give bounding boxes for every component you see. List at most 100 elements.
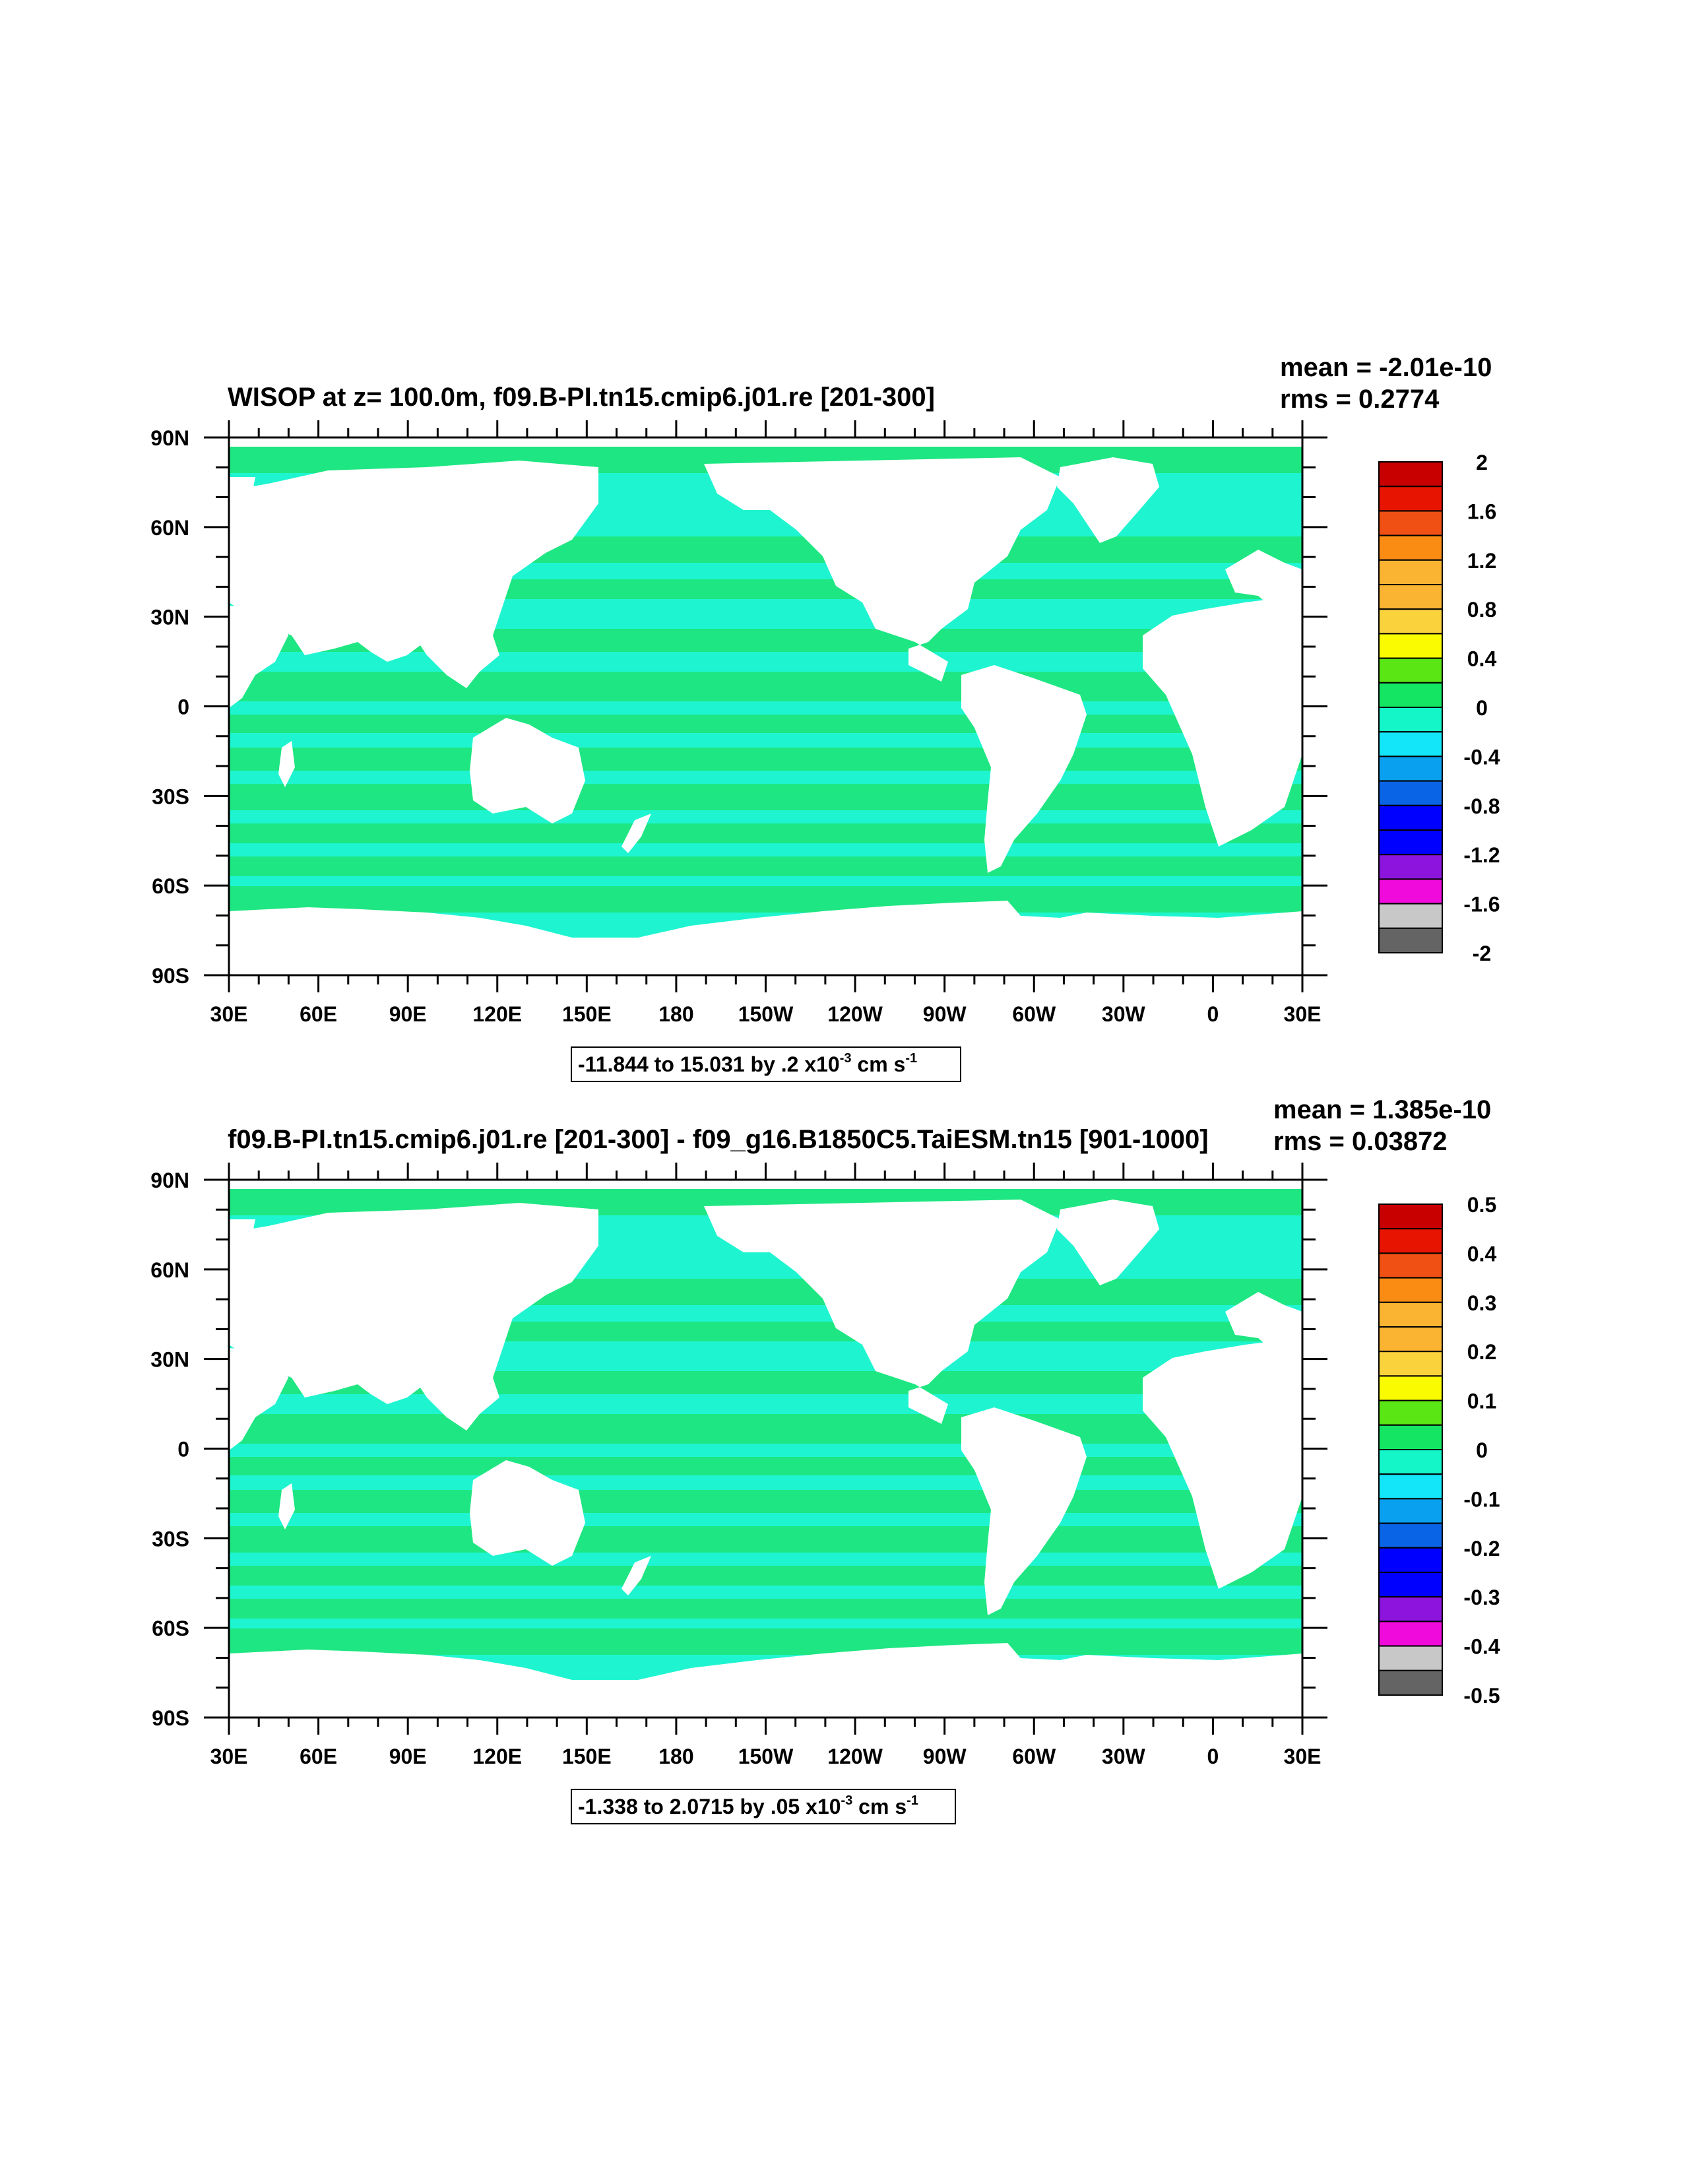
panel-1-lat-label: 90N (150, 426, 189, 450)
panel-2-mean: mean = 1.385e-10 (1273, 1095, 1491, 1124)
panel-1-lon-label: 120W (827, 1002, 883, 1026)
colorbar-box (1378, 903, 1443, 929)
colorbar-box (1378, 461, 1443, 488)
panel-2: f09.B-PI.tn15.cmip6.j01.re [201-300] - f… (150, 1095, 1500, 1824)
colorbar-box (1378, 1301, 1443, 1328)
panel-2-title: f09.B-PI.tn15.cmip6.j01.re [201-300] - f… (228, 1125, 1209, 1154)
panel-1-lon-label: 150W (738, 1002, 794, 1026)
colorbar-box (1378, 1621, 1443, 1647)
colorbar-box (1378, 559, 1443, 585)
panel-2-rms: rms = 0.03872 (1273, 1127, 1448, 1156)
panel-1-lon-label: 60W (1012, 1002, 1056, 1026)
panel-2-lon-label: 150E (562, 1745, 612, 1768)
colorbar-box (1378, 1399, 1443, 1426)
panel-2-lon-label: 150W (738, 1745, 794, 1768)
colorbar-label: -0.2 (1463, 1537, 1500, 1560)
colorbar-label: 0.4 (1467, 647, 1497, 671)
panel-2-lon-label: 30E (1284, 1745, 1322, 1768)
colorbar-label: 0 (1476, 1438, 1488, 1462)
colorbar-box (1378, 1277, 1443, 1303)
colorbar-box (1378, 633, 1443, 659)
colorbar-box (1378, 854, 1443, 880)
panel-1-lon-label: 90E (389, 1002, 427, 1026)
colorbar-label: 1.6 (1467, 499, 1496, 523)
panel-1-rms: rms = 0.2774 (1280, 385, 1440, 414)
colorbar-box (1378, 1449, 1443, 1475)
colorbar-box (1378, 682, 1443, 709)
colorbar-label: 0.4 (1467, 1242, 1497, 1266)
colorbar-label: -0.4 (1463, 1635, 1500, 1659)
colorbar-box (1378, 1326, 1443, 1353)
panel-1-info-box (571, 1046, 961, 1082)
panel-1-title: WISOP at z= 100.0m, f09.B-PI.tn15.cmip6.… (228, 383, 935, 412)
panel-2-frame: 30E 60E 90E 120E 150E 180 150W 120W 90W 60W 30W 0 30… (150, 1163, 1327, 1768)
panel-2-lat-label: 30S (152, 1527, 189, 1551)
colorbar-label: 0.5 (1467, 1193, 1496, 1217)
colorbar-box (1378, 534, 1443, 561)
colorbar-box (1378, 1473, 1443, 1500)
colorbar-box (1378, 1547, 1443, 1574)
panel-1-lon-label: 90W (923, 1002, 967, 1026)
colorbar-box (1378, 657, 1443, 684)
panel-1-map (229, 437, 1302, 975)
panel-2-lon-label: 0 (1207, 1745, 1219, 1768)
panel-2-lat-label: 30N (150, 1348, 189, 1372)
colorbar-box (1378, 707, 1443, 733)
colorbar-box (1378, 1645, 1443, 1671)
panel-1-lat-label: 60S (152, 874, 189, 898)
panel-2-colorbar: 0.5 0.4 0.3 0.2 0.1 0 -0.1 -0.2 -0.3 -0.4 -0.5 (1378, 1193, 1500, 1708)
colorbar-label: -0.5 (1463, 1684, 1500, 1708)
colorbar-label: -0.1 (1463, 1487, 1500, 1511)
colorbar-label: 0.1 (1467, 1390, 1496, 1413)
colorbar-label: -0.8 (1463, 794, 1500, 818)
panel-1-colorbar: 2 1.6 1.2 0.8 0.4 0 -0.4 -0.8 -1.2 -1.6 -2 (1378, 451, 1500, 965)
panel-2-lon-label: 120W (827, 1745, 883, 1768)
panel-1-lon-label: 30E (1284, 1002, 1322, 1026)
panel-1-lat-label: 0 (177, 695, 189, 719)
colorbar-box (1378, 1351, 1443, 1377)
colorbar-box (1378, 1204, 1443, 1230)
colorbar-label: -1.2 (1463, 843, 1500, 867)
colorbar-box (1378, 608, 1443, 635)
colorbar-label: 0.2 (1467, 1340, 1496, 1364)
panel-1-lat-label: 30S (152, 785, 189, 808)
panel-1-lon-label: 30E (210, 1002, 248, 1026)
colorbar-box (1378, 1572, 1443, 1598)
panel-2-lon-label: 30E (210, 1745, 248, 1768)
colorbar-box (1378, 584, 1443, 610)
panel-1: WISOP at z= 100.0m, f09.B-PI.tn15.cmip6.… (150, 353, 1500, 1082)
panel-1-frame: 30E 60E 90E 120E 150E 180 150W 120W 90W 60W 30W 0 30… (150, 420, 1327, 1026)
panel-2-lat-label: 0 (177, 1438, 189, 1461)
colorbar-box (1378, 510, 1443, 536)
colorbar-box (1378, 780, 1443, 806)
panel-1-lon-label: 120E (472, 1002, 522, 1026)
colorbar-box (1378, 755, 1443, 782)
colorbar-box (1378, 1252, 1443, 1279)
panel-2-lon-label: 30W (1102, 1745, 1146, 1768)
colorbar-label: -2 (1473, 942, 1491, 965)
colorbar-label: 0.8 (1467, 598, 1496, 622)
panel-2-lon-label: 60E (300, 1745, 337, 1768)
panel-1-lon-label: 180 (658, 1002, 693, 1026)
colorbar-label: 0.3 (1467, 1291, 1496, 1315)
panel-2-lat-label: 60S (152, 1617, 189, 1640)
panel-2-lat-label: 90N (150, 1169, 189, 1192)
panel-2-info-box (571, 1789, 956, 1824)
colorbar-box (1378, 486, 1443, 512)
colorbar-box (1378, 1375, 1443, 1401)
panel-2-lon-label: 90E (389, 1745, 427, 1768)
panel-1-lon-label: 150E (562, 1002, 612, 1026)
panel-2-info: -1.338 to 2.0715 by .05 x10-3 cm s-1 (578, 1793, 918, 1818)
colorbar-box (1378, 878, 1443, 905)
colorbar-label: 0 (1476, 696, 1488, 720)
colorbar-box (1378, 829, 1443, 856)
colorbar-label: 2 (1476, 451, 1488, 474)
panel-2-lon-label: 90W (923, 1745, 967, 1768)
colorbar-label: -0.4 (1463, 745, 1500, 769)
panel-2-lon-label: 120E (472, 1745, 522, 1768)
panel-2-lon-label: 180 (658, 1745, 693, 1768)
colorbar-box (1378, 731, 1443, 757)
panel-2-lon-label: 60W (1012, 1745, 1056, 1768)
panel-1-lon-label: 60E (300, 1002, 337, 1026)
